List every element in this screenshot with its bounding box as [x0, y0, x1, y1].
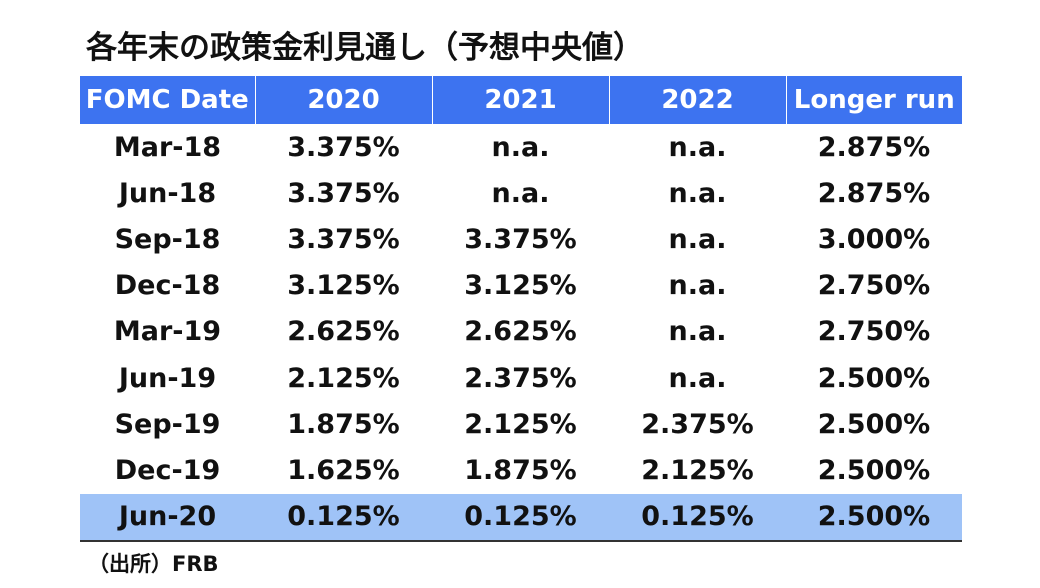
table-row: Sep-19 1.875% 2.125% 2.375% 2.500%	[80, 401, 962, 447]
fomc-date-cell: Jun-19	[118, 362, 217, 394]
rate-cell: 1.875%	[464, 454, 577, 486]
rate-cell: 2.500%	[817, 454, 931, 486]
rate-cell: 2.125%	[641, 454, 754, 486]
fomc-date-cell: Dec-18	[114, 270, 221, 302]
chart-title: 各年末の政策金利見通し（予想中央値）	[86, 30, 644, 66]
rate-cell: 2.875%	[817, 177, 931, 209]
column-header: 2021	[431, 76, 609, 124]
table-body: Mar-18 3.375% n.a. n.a. 2.875% Jun-18 3.375% n.…	[80, 124, 962, 541]
column-header: 2022	[608, 76, 786, 124]
header-row: FOMC Date 2020 2021 2022 Longer run	[80, 76, 962, 124]
table-header: FOMC Date 2020 2021 2022 Longer run	[80, 76, 962, 124]
fomc-date-cell: Jun-20	[80, 493, 255, 541]
table-row: Sep-18 3.375% 3.375% n.a. 3.000%	[80, 216, 962, 262]
rate-projection-table: FOMC Date 2020 2021 2022 Longer run Mar-18 3.…	[80, 76, 962, 542]
fomc-date-cell: Jun-18	[118, 177, 217, 209]
rate-cell: 1.625%	[287, 454, 400, 486]
rate-cell: n.a.	[668, 177, 727, 209]
rate-cell: 2.750%	[817, 270, 931, 302]
table-row: Jun-20 0.125% 0.125% 0.125% 2.500%	[80, 493, 962, 541]
rate-cell: 3.375%	[287, 223, 400, 255]
fomc-date-cell: Dec-19	[114, 454, 221, 486]
fomc-date-cell: Sep-19	[114, 408, 221, 440]
table-row: Jun-19 2.125% 2.375% n.a. 2.500%	[80, 355, 962, 401]
rate-cell: 0.125%	[432, 493, 609, 541]
rate-cell: 2.125%	[464, 408, 577, 440]
column-header: 2020	[254, 76, 432, 124]
rate-cell: 3.125%	[287, 270, 400, 302]
rate-cell: 3.375%	[287, 131, 400, 163]
rate-cell: n.a.	[668, 270, 727, 302]
table-row: Mar-18 3.375% n.a. n.a. 2.875%	[80, 124, 962, 170]
rate-cell: 3.125%	[464, 270, 577, 302]
rate-cell: 2.500%	[817, 408, 931, 440]
table-row: Mar-19 2.625% 2.625% n.a. 2.750%	[80, 309, 962, 355]
table-row: Jun-18 3.375% n.a. n.a. 2.875%	[80, 170, 962, 216]
rate-cell: 2.625%	[287, 316, 400, 348]
rate-cell: 3.000%	[817, 223, 931, 255]
column-header: FOMC Date	[80, 76, 255, 124]
column-header: Longer run	[785, 76, 962, 124]
rate-cell: 3.375%	[464, 223, 577, 255]
rate-cell: 2.125%	[287, 362, 400, 394]
table-row: Dec-18 3.125% 3.125% n.a. 2.750%	[80, 263, 962, 309]
rate-cell: n.a.	[668, 131, 727, 163]
rate-cell: 0.125%	[609, 493, 786, 541]
rate-cell: 2.625%	[464, 316, 577, 348]
table-row: Dec-19 1.625% 1.875% 2.125% 2.500%	[80, 447, 962, 493]
rate-cell: n.a.	[668, 316, 727, 348]
rate-cell: 2.500%	[817, 362, 931, 394]
rate-cell: 2.500%	[786, 493, 962, 541]
fomc-date-cell: Mar-19	[113, 316, 222, 348]
fomc-date-cell: Sep-18	[114, 223, 221, 255]
rate-cell: 2.375%	[464, 362, 577, 394]
source-note: （出所）FRB	[88, 552, 219, 576]
rate-cell: 0.125%	[255, 493, 432, 541]
rate-cell: n.a.	[668, 223, 727, 255]
fomc-date-cell: Mar-18	[113, 131, 222, 163]
rate-cell: n.a.	[491, 131, 550, 163]
rate-cell: n.a.	[491, 177, 550, 209]
rate-cell: 2.750%	[817, 316, 931, 348]
rate-cell: 2.375%	[641, 408, 754, 440]
rate-cell: 3.375%	[287, 177, 400, 209]
rate-cell: 2.875%	[817, 131, 931, 163]
rate-projection-table-container: FOMC Date 2020 2021 2022 Longer run Mar-18 3.…	[80, 76, 962, 542]
rate-cell: n.a.	[668, 362, 727, 394]
rate-cell: 1.875%	[287, 408, 400, 440]
